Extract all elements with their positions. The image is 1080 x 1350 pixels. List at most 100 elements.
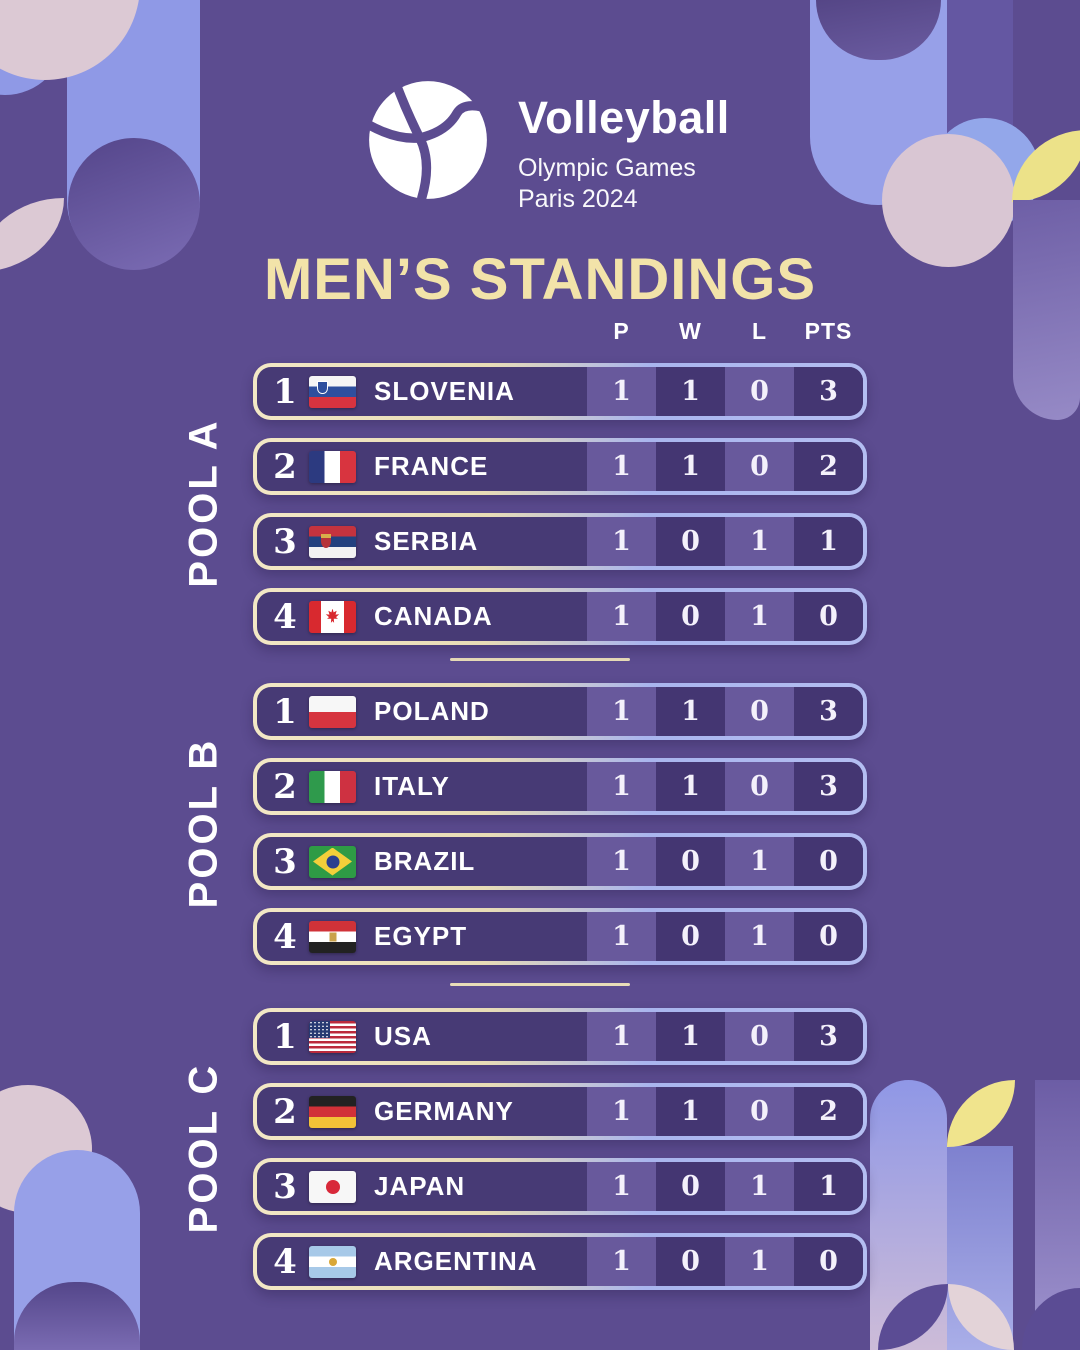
row-team: 3 JAPAN — [257, 1162, 587, 1211]
stat-pts: 1 — [794, 517, 863, 566]
stat-l: 0 — [725, 442, 794, 491]
flag-slovenia-icon — [309, 375, 356, 408]
standings-row-france: 2 FRANCE 1 1 0 2 — [253, 438, 867, 495]
stat-pts: 3 — [794, 762, 863, 811]
stat-pts: 2 — [794, 442, 863, 491]
flag-usa-icon — [309, 1020, 356, 1053]
column-header-pts: PTS — [804, 318, 853, 344]
standings-row-serbia: 3 SERBIA 1 0 1 1 — [253, 513, 867, 570]
stat-p: 1 — [587, 1087, 656, 1136]
row-team: 4 CANADA — [257, 592, 587, 641]
stat-pts: 3 — [794, 367, 863, 416]
stat-w: 0 — [656, 837, 725, 886]
flag-france-icon — [309, 450, 356, 483]
stat-p: 1 — [587, 367, 656, 416]
stat-l: 0 — [725, 1012, 794, 1061]
column-header-w: W — [679, 318, 702, 344]
decor-bottom-right-leaf — [947, 1080, 1015, 1147]
volleyball-logo-icon — [366, 81, 487, 202]
country-name: POLAND — [374, 696, 490, 726]
stat-l: 0 — [725, 762, 794, 811]
row-team: 2 GERMANY — [257, 1087, 587, 1136]
flag-germany-icon — [309, 1095, 356, 1128]
stat-pts: 3 — [794, 1012, 863, 1061]
stat-l: 1 — [725, 1162, 794, 1211]
stat-w: 1 — [656, 1012, 725, 1061]
flag-canada-icon — [309, 600, 356, 633]
standings-row-slovenia: 1 SLOVENIA 1 1 0 3 — [253, 363, 867, 420]
standings-row-poland: 1 POLAND 1 1 0 3 — [253, 683, 867, 740]
stat-p: 1 — [587, 442, 656, 491]
country-name: ITALY — [374, 771, 450, 801]
stat-w: 1 — [656, 762, 725, 811]
stat-w: 0 — [656, 1162, 725, 1211]
stat-p: 1 — [587, 837, 656, 886]
stat-p: 1 — [587, 1012, 656, 1061]
pool-c-label: POOL C — [181, 1062, 226, 1234]
country-name: USA — [374, 1021, 432, 1051]
stat-w: 1 — [656, 687, 725, 736]
stat-pts: 3 — [794, 687, 863, 736]
event-subtitle-line1: Olympic Games — [518, 154, 696, 182]
rank: 3 — [273, 521, 297, 562]
flag-egypt-icon — [309, 920, 356, 953]
column-header-l: L — [751, 318, 768, 344]
column-header-p: P — [613, 318, 630, 344]
stat-p: 1 — [587, 687, 656, 736]
stat-l: 1 — [725, 592, 794, 641]
decor-top-right-column — [1013, 200, 1080, 420]
rank: 3 — [273, 841, 297, 882]
stat-p: 1 — [587, 592, 656, 641]
flag-japan-icon — [309, 1170, 356, 1203]
stat-p: 1 — [587, 762, 656, 811]
country-name: GERMANY — [374, 1096, 514, 1126]
country-name: SERBIA — [374, 526, 479, 556]
flag-poland-icon — [309, 695, 356, 728]
flag-serbia-icon — [309, 525, 356, 558]
standings-row-usa: 1 USA 1 1 0 3 — [253, 1008, 867, 1065]
stat-w: 0 — [656, 517, 725, 566]
stat-pts: 0 — [794, 1237, 863, 1286]
rank: 1 — [273, 1016, 297, 1057]
column-headers: P W L PTS — [253, 318, 867, 345]
stat-w: 0 — [656, 1237, 725, 1286]
rank: 1 — [273, 691, 297, 732]
stat-pts: 1 — [794, 1162, 863, 1211]
stat-l: 1 — [725, 837, 794, 886]
stat-l: 1 — [725, 1237, 794, 1286]
standings-row-argentina: 4 ARGENTINA 1 0 1 0 — [253, 1233, 867, 1290]
row-team: 1 USA — [257, 1012, 587, 1061]
flag-italy-icon — [309, 770, 356, 803]
pool-b-label: POOL B — [181, 737, 226, 909]
country-name: CANADA — [374, 601, 493, 631]
stat-pts: 0 — [794, 592, 863, 641]
event-title: Volleyball — [518, 92, 730, 143]
standings-row-italy: 2 ITALY 1 1 0 3 — [253, 758, 867, 815]
stat-p: 1 — [587, 1237, 656, 1286]
row-team: 1 POLAND — [257, 687, 587, 736]
page-title: MEN’S STANDINGS — [263, 247, 817, 312]
decor-top-left-dark-circle — [68, 138, 200, 270]
flag-argentina-icon — [309, 1245, 356, 1278]
rank: 2 — [273, 766, 297, 807]
row-team: 4 ARGENTINA — [257, 1237, 587, 1286]
country-name: ARGENTINA — [374, 1246, 538, 1276]
decor-bottom-right-quarter-circle — [1022, 1288, 1080, 1350]
standings-row-canada: 4 CANADA 1 0 1 0 — [253, 588, 867, 645]
rank: 2 — [273, 446, 297, 487]
stat-w: 1 — [656, 442, 725, 491]
stat-pts: 0 — [794, 837, 863, 886]
country-name: JAPAN — [374, 1171, 466, 1201]
row-team: 3 SERBIA — [257, 517, 587, 566]
standings-row-japan: 3 JAPAN 1 0 1 1 — [253, 1158, 867, 1215]
country-name: SLOVENIA — [374, 376, 515, 406]
row-team: 2 ITALY — [257, 762, 587, 811]
country-name: FRANCE — [374, 451, 489, 481]
stat-w: 1 — [656, 1087, 725, 1136]
pool-divider — [450, 658, 630, 661]
stat-pts: 0 — [794, 912, 863, 961]
stat-l: 0 — [725, 687, 794, 736]
stat-w: 1 — [656, 367, 725, 416]
event-wordmark: Volleyball Olympic Games Paris 2024 — [518, 92, 730, 214]
